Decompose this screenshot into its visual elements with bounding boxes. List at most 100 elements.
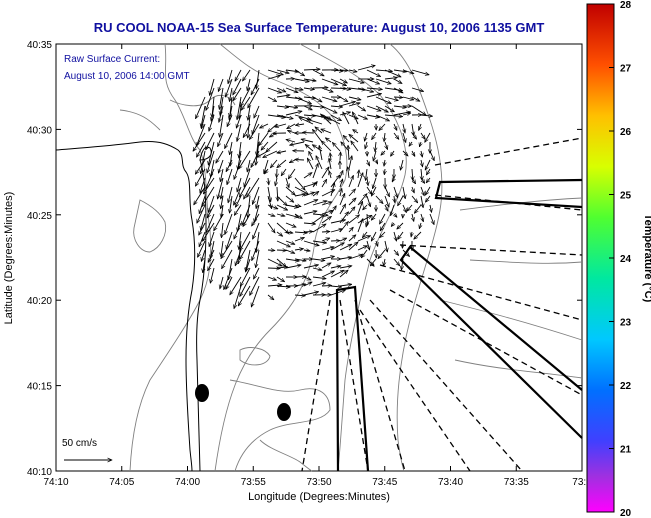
current-vector [357, 105, 366, 111]
y-axis-label: Latitude (Degrees:Minutes) [3, 192, 15, 325]
current-vector [394, 231, 397, 241]
current-vector [263, 150, 278, 159]
current-vector [267, 250, 275, 251]
current-vector [228, 69, 233, 84]
current-vector [206, 168, 215, 189]
current-vector [205, 213, 215, 233]
current-vector [276, 240, 290, 248]
current-vector [339, 257, 352, 259]
current-vector [285, 249, 295, 253]
current-vector [321, 202, 332, 206]
current-vector [312, 268, 322, 270]
current-vector [276, 250, 287, 251]
current-vector [315, 156, 323, 170]
current-vector [294, 88, 303, 90]
y-tick-label: 40:30 [27, 125, 52, 136]
current-vector [218, 78, 224, 92]
current-vector [348, 145, 349, 161]
current-vector [312, 96, 322, 103]
current-vector [357, 219, 363, 233]
current-vector [239, 105, 241, 119]
current-vector [219, 87, 224, 109]
current-vector [303, 223, 316, 224]
coastline [55, 141, 212, 472]
current-vector [393, 186, 398, 198]
current-vector [294, 213, 302, 219]
current-vector [206, 204, 215, 218]
current-vector [276, 195, 287, 206]
current-vector [411, 87, 424, 91]
current-vector [276, 87, 286, 93]
current-vector [339, 88, 351, 89]
current-vector [412, 150, 416, 156]
current-vector [411, 69, 429, 75]
current-vector [303, 250, 310, 251]
current-vector [421, 168, 422, 180]
current-vector [330, 286, 342, 287]
current-vector [321, 96, 337, 101]
current-vector [230, 141, 233, 155]
current-vector [394, 195, 395, 203]
current-vector [220, 96, 224, 115]
current-vector [321, 262, 331, 269]
current-vector [384, 186, 390, 197]
x-tick-label: 73:3 [572, 477, 592, 488]
current-vector [370, 186, 377, 196]
current-vector [348, 167, 349, 179]
current-vector [247, 87, 260, 108]
current-vector [196, 204, 206, 223]
current-vector [256, 249, 260, 268]
current-vector [229, 105, 233, 120]
current-vector [219, 105, 224, 122]
colorbar-label: Temperature (°C) [642, 214, 651, 303]
current-vector [303, 281, 312, 287]
current-vector [267, 258, 282, 267]
current-vector [244, 168, 251, 187]
current-vector [319, 145, 323, 161]
current-vector [321, 256, 335, 260]
current-vector [348, 114, 358, 119]
current-vector [276, 106, 289, 107]
current-vector [227, 168, 233, 185]
current-vector [381, 150, 386, 155]
current-vector [384, 159, 385, 166]
current-vector [266, 141, 278, 152]
current-vector [357, 235, 371, 242]
colorbar-tick-label: 25 [620, 191, 632, 202]
current-vector [252, 213, 260, 226]
current-vector [375, 141, 376, 152]
current-vector [330, 183, 335, 197]
current-vector [276, 114, 293, 119]
radar-sector-lines [301, 137, 583, 472]
page-title: RU COOL NOAA-15 Sea Surface Temperature:… [93, 20, 545, 35]
current-vector [339, 243, 352, 251]
current-vector [221, 222, 223, 238]
current-vector [330, 78, 347, 87]
current-vector [312, 191, 319, 197]
current-vector [267, 87, 282, 93]
current-vector [239, 141, 242, 158]
mooring-marker [195, 384, 209, 402]
current-vector [267, 294, 274, 300]
current-vector [303, 292, 319, 296]
current-vector [307, 119, 323, 125]
current-vector [426, 168, 431, 175]
current-vector [253, 105, 260, 118]
current-vector [303, 173, 312, 179]
current-vector [198, 222, 206, 235]
current-vector [411, 96, 420, 102]
x-tick-label: 74:00 [175, 477, 200, 488]
current-vector [285, 195, 294, 202]
current-vector [247, 159, 251, 172]
current-vector [237, 123, 242, 142]
current-vector [384, 78, 397, 79]
current-vector [275, 177, 277, 186]
current-vector [397, 195, 404, 206]
current-vector [332, 143, 341, 152]
current-vector [247, 78, 251, 91]
current-vector [385, 204, 389, 211]
current-vector [303, 200, 318, 206]
colorbar-tick-label: 24 [620, 254, 632, 265]
current-vector [407, 204, 413, 211]
current-vector [277, 151, 287, 153]
